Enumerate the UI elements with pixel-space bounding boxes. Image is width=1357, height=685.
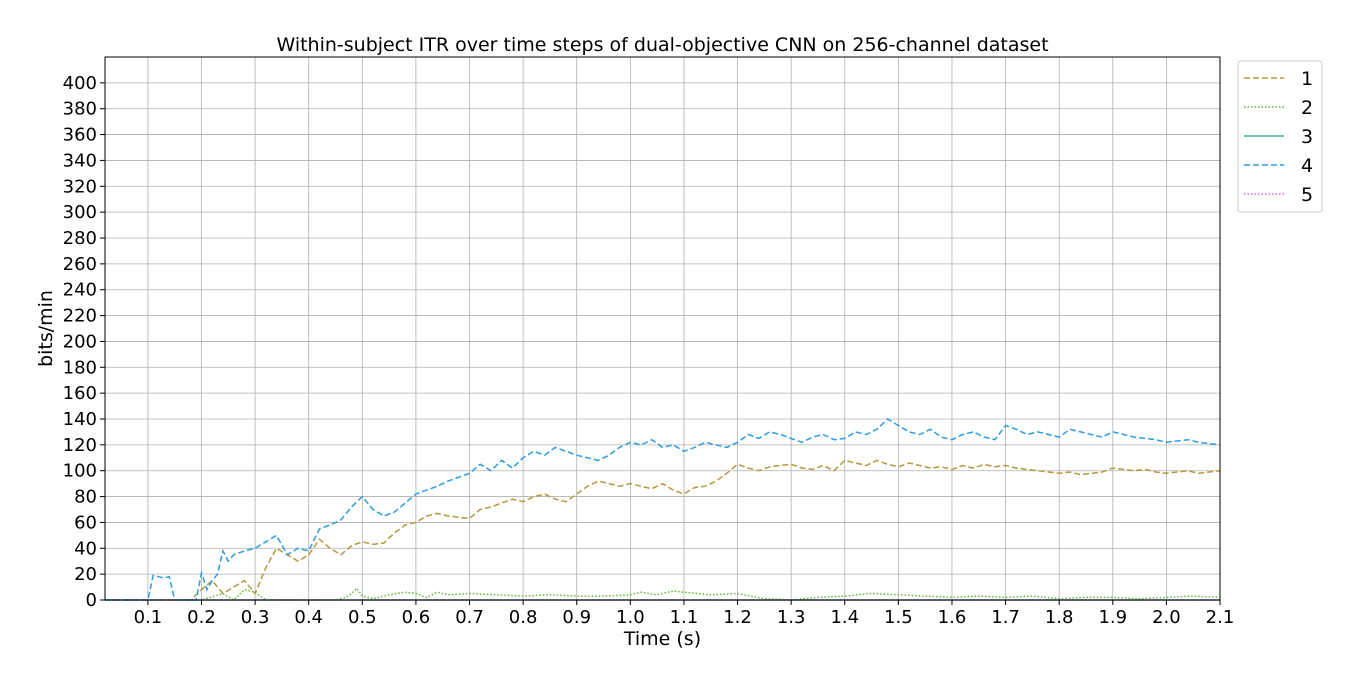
x-tick-label: 0.9: [562, 607, 591, 628]
x-tick-label: 1.3: [777, 607, 806, 628]
y-tick-label: 100: [63, 461, 97, 482]
x-tick-label: 0.4: [294, 607, 323, 628]
y-tick-label: 140: [63, 409, 97, 430]
y-axis-title: bits/min: [35, 290, 57, 367]
series-line-4: [105, 418, 1221, 601]
x-tick-label: 1.2: [723, 607, 752, 628]
x-tick-label: 1.7: [991, 607, 1020, 628]
x-tick-label: 1.5: [884, 607, 913, 628]
x-tick-label: 2.0: [1152, 607, 1181, 628]
y-tick-label: 40: [74, 538, 97, 559]
x-axis-ticks: 0.1 0.2 0.3 0.4 0.5 0.6 0.7 0.8 0.9 1.0 1.1 1.2 1.3 1…: [134, 600, 1235, 628]
y-axis-ticks: 0 20 40 60 80 100 120 140 160 180 200 220 240 260 280 3…: [63, 73, 105, 611]
y-tick-label: 20: [74, 564, 97, 585]
legend-label-5: 5: [1301, 184, 1313, 206]
y-tick-label: 180: [63, 357, 97, 378]
series-line-1: [105, 459, 1221, 601]
x-tick-label: 1.0: [616, 607, 645, 628]
y-tick-label: 60: [74, 512, 97, 533]
legend-label-1: 1: [1301, 68, 1313, 90]
y-tick-label: 340: [63, 150, 97, 171]
legend-label-4: 4: [1301, 155, 1313, 177]
y-tick-label: 240: [63, 280, 97, 301]
y-tick-label: 260: [63, 254, 97, 275]
y-tick-label: 80: [74, 487, 97, 508]
x-tick-label: 0.8: [509, 607, 538, 628]
y-tick-label: 120: [63, 435, 97, 456]
y-tick-label: 0: [86, 590, 97, 611]
plot-frame: [104, 56, 1221, 601]
y-tick-label: 300: [63, 202, 97, 223]
legend-label-2: 2: [1301, 97, 1313, 119]
x-tick-label: 1.4: [830, 607, 859, 628]
chart-title: Within-subject ITR over time steps of du…: [276, 34, 1048, 56]
legend-label-3: 3: [1301, 126, 1313, 148]
x-tick-label: 1.9: [1098, 607, 1127, 628]
series-line-2: [105, 587, 1221, 601]
x-tick-label: 1.8: [1045, 607, 1074, 628]
y-tick-label: 220: [63, 306, 97, 327]
series-lines: [105, 418, 1221, 601]
x-tick-label: 0.2: [187, 607, 216, 628]
x-tick-label: 1.6: [938, 607, 967, 628]
y-tick-label: 320: [63, 176, 97, 197]
y-tick-label: 380: [63, 99, 97, 120]
x-tick-label: 2.1: [1206, 607, 1235, 628]
y-tick-label: 400: [63, 73, 97, 94]
grid-lines: [105, 57, 1221, 601]
y-tick-label: 280: [63, 228, 97, 249]
x-tick-label: 1.1: [670, 607, 699, 628]
x-tick-label: 0.3: [241, 607, 270, 628]
x-tick-label: 0.6: [402, 607, 431, 628]
y-tick-label: 360: [63, 125, 97, 146]
x-tick-label: 0.7: [455, 607, 484, 628]
x-tick-label: 0.1: [134, 607, 163, 628]
x-tick-label: 0.5: [348, 607, 377, 628]
x-axis-title: Time (s): [623, 628, 701, 650]
y-tick-label: 200: [63, 331, 97, 352]
legend: 1 2 3 4 5: [1237, 60, 1323, 213]
y-tick-label: 160: [63, 383, 97, 404]
